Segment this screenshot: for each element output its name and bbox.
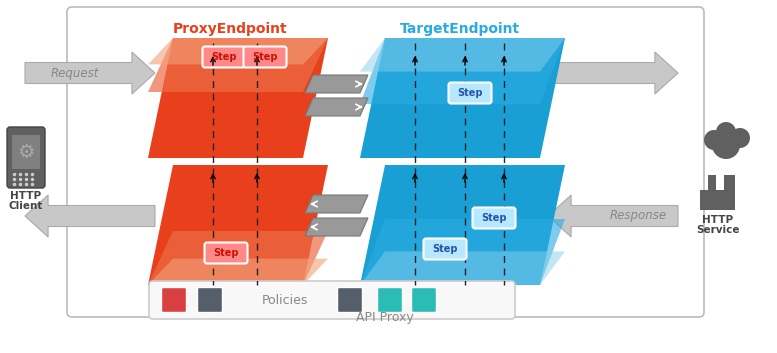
- Polygon shape: [25, 195, 155, 237]
- Text: TargetEndpoint: TargetEndpoint: [400, 22, 520, 36]
- Circle shape: [704, 130, 724, 150]
- Text: Client: Client: [9, 201, 44, 211]
- FancyBboxPatch shape: [448, 83, 492, 103]
- Polygon shape: [148, 38, 328, 158]
- FancyBboxPatch shape: [472, 208, 515, 228]
- Polygon shape: [148, 38, 328, 92]
- Text: Step: Step: [481, 213, 507, 223]
- FancyBboxPatch shape: [12, 135, 40, 169]
- Circle shape: [712, 131, 740, 159]
- Circle shape: [716, 122, 736, 142]
- Text: Step: Step: [253, 52, 277, 62]
- Polygon shape: [148, 259, 328, 285]
- FancyBboxPatch shape: [412, 287, 437, 312]
- Polygon shape: [700, 175, 735, 210]
- FancyBboxPatch shape: [378, 287, 402, 312]
- FancyBboxPatch shape: [7, 127, 45, 188]
- Polygon shape: [360, 38, 565, 104]
- FancyBboxPatch shape: [149, 281, 515, 319]
- Text: HTTP: HTTP: [702, 215, 733, 225]
- Polygon shape: [148, 231, 328, 285]
- Text: API Proxy: API Proxy: [356, 311, 414, 324]
- Polygon shape: [548, 195, 678, 237]
- Circle shape: [730, 128, 750, 148]
- Polygon shape: [305, 218, 368, 236]
- Polygon shape: [360, 219, 565, 285]
- FancyBboxPatch shape: [67, 7, 704, 317]
- Polygon shape: [305, 75, 368, 93]
- Polygon shape: [148, 38, 328, 64]
- FancyBboxPatch shape: [162, 287, 186, 312]
- Polygon shape: [360, 38, 565, 158]
- Polygon shape: [360, 38, 565, 72]
- Polygon shape: [25, 52, 155, 94]
- Text: Step: Step: [213, 248, 239, 258]
- Text: HTTP: HTTP: [10, 191, 41, 201]
- Polygon shape: [305, 195, 368, 213]
- Text: Step: Step: [211, 52, 237, 62]
- FancyBboxPatch shape: [243, 47, 287, 67]
- Polygon shape: [360, 165, 565, 285]
- Text: Response: Response: [609, 209, 667, 222]
- FancyBboxPatch shape: [197, 287, 222, 312]
- Polygon shape: [305, 98, 368, 116]
- Text: Step: Step: [457, 88, 483, 98]
- FancyBboxPatch shape: [423, 239, 466, 259]
- Polygon shape: [148, 165, 328, 285]
- Text: Request: Request: [51, 66, 99, 79]
- Text: Policies: Policies: [262, 293, 308, 306]
- Text: ⚙: ⚙: [17, 143, 35, 162]
- FancyBboxPatch shape: [204, 243, 248, 263]
- Text: Step: Step: [432, 244, 458, 254]
- Text: Service: Service: [696, 225, 740, 235]
- Polygon shape: [548, 52, 678, 94]
- FancyBboxPatch shape: [337, 287, 363, 312]
- FancyBboxPatch shape: [203, 47, 246, 67]
- Polygon shape: [360, 251, 565, 285]
- Text: ProxyEndpoint: ProxyEndpoint: [172, 22, 287, 36]
